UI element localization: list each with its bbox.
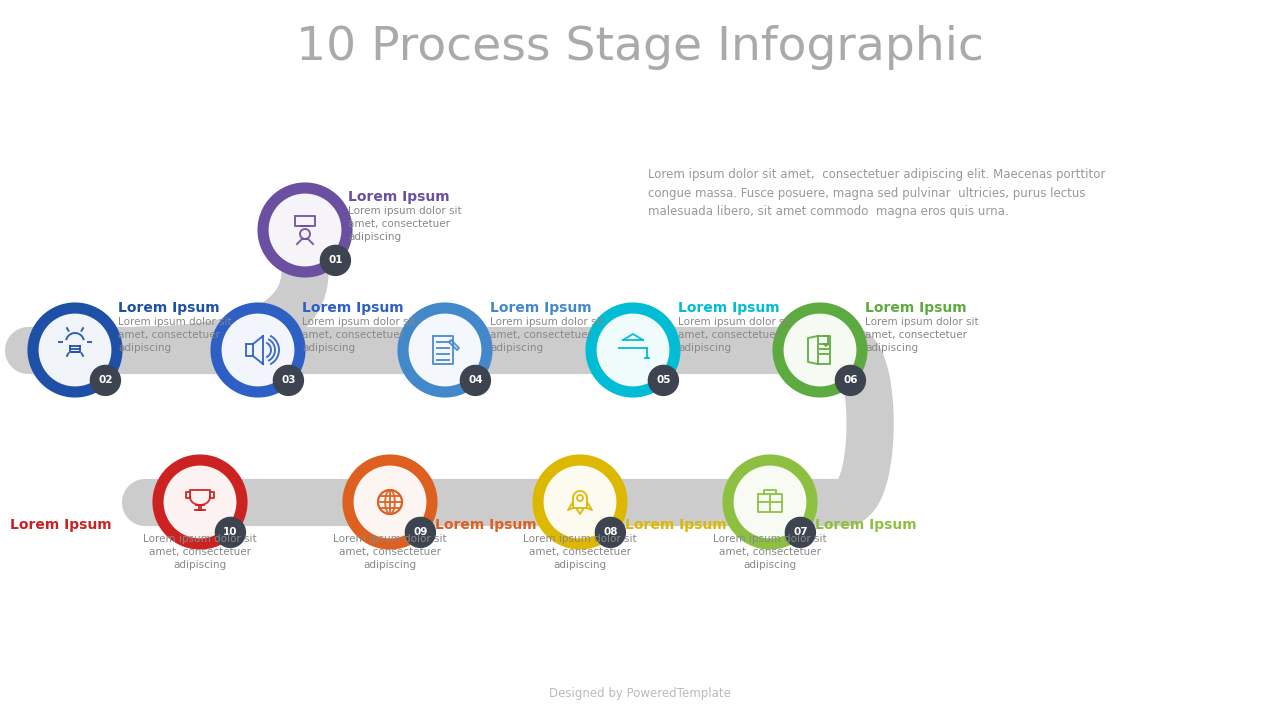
Circle shape xyxy=(591,308,675,392)
Text: Designed by PoweredTemplate: Designed by PoweredTemplate xyxy=(549,687,731,700)
Circle shape xyxy=(215,518,246,547)
Text: Lorem ipsum dolor sit
amet, consectetuer
adipiscing: Lorem ipsum dolor sit amet, consectetuer… xyxy=(333,534,447,570)
Circle shape xyxy=(403,308,486,392)
Text: Lorem ipsum dolor sit
amet, consectetuer
adipiscing: Lorem ipsum dolor sit amet, consectetuer… xyxy=(490,317,604,354)
Text: Lorem Ipsum: Lorem Ipsum xyxy=(348,190,449,204)
Text: 10 Process Stage Infographic: 10 Process Stage Infographic xyxy=(296,25,984,70)
Text: Lorem Ipsum: Lorem Ipsum xyxy=(10,518,111,532)
Circle shape xyxy=(38,313,113,387)
Circle shape xyxy=(538,460,622,544)
Text: 03: 03 xyxy=(282,375,296,385)
Text: Lorem Ipsum: Lorem Ipsum xyxy=(118,301,220,315)
Text: Lorem ipsum dolor sit
amet, consectetuer
adipiscing: Lorem ipsum dolor sit amet, consectetuer… xyxy=(678,317,791,354)
Text: 07: 07 xyxy=(794,528,808,537)
Text: Lorem Ipsum: Lorem Ipsum xyxy=(490,301,591,315)
Text: 02: 02 xyxy=(99,375,113,385)
Circle shape xyxy=(274,366,303,395)
Text: Lorem ipsum dolor sit
amet, consectetuer
adipiscing: Lorem ipsum dolor sit amet, consectetuer… xyxy=(118,317,232,354)
Circle shape xyxy=(408,313,483,387)
Text: Lorem ipsum dolor sit amet,  consectetuer adipiscing elit. Maecenas porttitor
co: Lorem ipsum dolor sit amet, consectetuer… xyxy=(648,168,1106,218)
Circle shape xyxy=(221,313,294,387)
Text: 09: 09 xyxy=(413,528,428,537)
Text: 08: 08 xyxy=(603,528,618,537)
Circle shape xyxy=(728,460,812,544)
Circle shape xyxy=(33,308,116,392)
Circle shape xyxy=(406,518,435,547)
Text: Lorem Ipsum: Lorem Ipsum xyxy=(302,301,403,315)
Circle shape xyxy=(595,518,626,547)
Circle shape xyxy=(320,246,351,276)
Text: Lorem ipsum dolor sit
amet, consectetuer
adipiscing: Lorem ipsum dolor sit amet, consectetuer… xyxy=(713,534,827,570)
Circle shape xyxy=(348,460,433,544)
Text: Lorem Ipsum: Lorem Ipsum xyxy=(435,518,536,532)
Circle shape xyxy=(543,465,617,539)
Circle shape xyxy=(268,193,342,267)
Circle shape xyxy=(783,313,858,387)
Circle shape xyxy=(461,366,490,395)
Text: Lorem ipsum dolor sit
amet, consectetuer
adipiscing: Lorem ipsum dolor sit amet, consectetuer… xyxy=(348,206,462,243)
Text: Lorem ipsum dolor sit
amet, consectetuer
adipiscing: Lorem ipsum dolor sit amet, consectetuer… xyxy=(143,534,257,570)
Circle shape xyxy=(836,366,865,395)
Text: Lorem Ipsum: Lorem Ipsum xyxy=(815,518,916,532)
Circle shape xyxy=(157,460,242,544)
Circle shape xyxy=(733,465,806,539)
Circle shape xyxy=(786,518,815,547)
Text: 06: 06 xyxy=(844,375,858,385)
Text: 01: 01 xyxy=(328,256,343,266)
Circle shape xyxy=(596,313,669,387)
Text: 05: 05 xyxy=(657,375,671,385)
Circle shape xyxy=(262,188,347,272)
Circle shape xyxy=(163,465,237,539)
Text: Lorem ipsum dolor sit
amet, consectetuer
adipiscing: Lorem ipsum dolor sit amet, consectetuer… xyxy=(524,534,637,570)
Text: Lorem Ipsum: Lorem Ipsum xyxy=(625,518,727,532)
Circle shape xyxy=(91,366,120,395)
Text: 10: 10 xyxy=(223,528,238,537)
Text: Lorem ipsum dolor sit
amet, consectetuer
adipiscing: Lorem ipsum dolor sit amet, consectetuer… xyxy=(865,317,979,354)
Circle shape xyxy=(649,366,678,395)
Text: Lorem ipsum dolor sit
amet, consectetuer
adipiscing: Lorem ipsum dolor sit amet, consectetuer… xyxy=(302,317,416,354)
Text: Lorem Ipsum: Lorem Ipsum xyxy=(678,301,780,315)
Text: Lorem Ipsum: Lorem Ipsum xyxy=(865,301,966,315)
Text: 04: 04 xyxy=(468,375,483,385)
Circle shape xyxy=(778,308,861,392)
Circle shape xyxy=(353,465,428,539)
Circle shape xyxy=(216,308,300,392)
